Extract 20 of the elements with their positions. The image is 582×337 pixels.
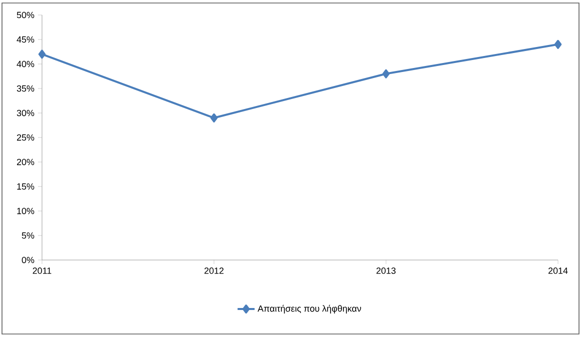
y-tick-label: 30% — [16, 110, 34, 116]
y-tick-label: 5% — [22, 232, 34, 239]
point — [210, 113, 218, 122]
x-tick-label: 2012 — [204, 268, 224, 274]
point — [554, 40, 562, 49]
x-tick-label: 2014 — [548, 268, 568, 274]
legend-label: Απαιτήσεις που λήφθηκαν — [258, 304, 362, 314]
y-tick-label: 35% — [16, 85, 34, 92]
y-tick-label: 0% — [22, 256, 34, 264]
y-tick-label: 40% — [16, 60, 34, 68]
point — [38, 50, 46, 59]
y-tick-label: 50% — [16, 12, 34, 18]
y-tick-label: 25% — [16, 134, 34, 141]
x-tick-label: 2013 — [376, 268, 396, 274]
y-tick-label: 20% — [16, 158, 34, 166]
point — [382, 69, 390, 78]
y-tick-label: 10% — [17, 208, 34, 214]
y-tick-label: 15% — [17, 183, 34, 190]
y-tick-label: 45% — [16, 36, 34, 43]
x-tick-label: 2011 — [32, 268, 52, 274]
